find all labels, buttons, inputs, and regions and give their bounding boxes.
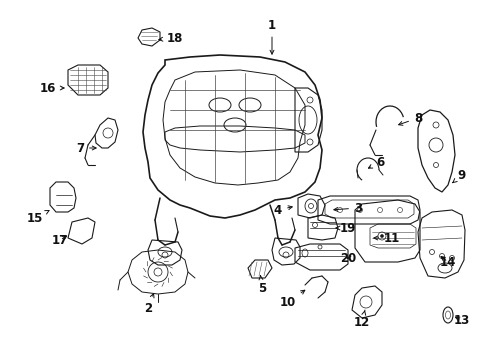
Text: 6: 6 — [367, 156, 384, 168]
Ellipse shape — [380, 234, 383, 238]
Text: 2: 2 — [143, 294, 154, 315]
Text: 3: 3 — [333, 202, 361, 215]
Text: 9: 9 — [452, 168, 465, 183]
Text: 15: 15 — [27, 211, 49, 225]
Text: 5: 5 — [257, 276, 265, 294]
Text: 7: 7 — [76, 141, 96, 154]
Text: 4: 4 — [273, 203, 292, 216]
Text: 13: 13 — [453, 314, 469, 327]
Text: 8: 8 — [398, 112, 421, 125]
Text: 10: 10 — [279, 290, 304, 309]
Text: 17: 17 — [52, 234, 68, 247]
Text: 20: 20 — [339, 252, 355, 265]
Text: 18: 18 — [159, 32, 183, 45]
Text: 12: 12 — [353, 310, 369, 328]
Text: 14: 14 — [439, 256, 455, 269]
Text: 19: 19 — [335, 221, 355, 234]
Text: 1: 1 — [267, 18, 276, 54]
Text: 11: 11 — [373, 231, 399, 244]
Text: 16: 16 — [40, 81, 64, 95]
